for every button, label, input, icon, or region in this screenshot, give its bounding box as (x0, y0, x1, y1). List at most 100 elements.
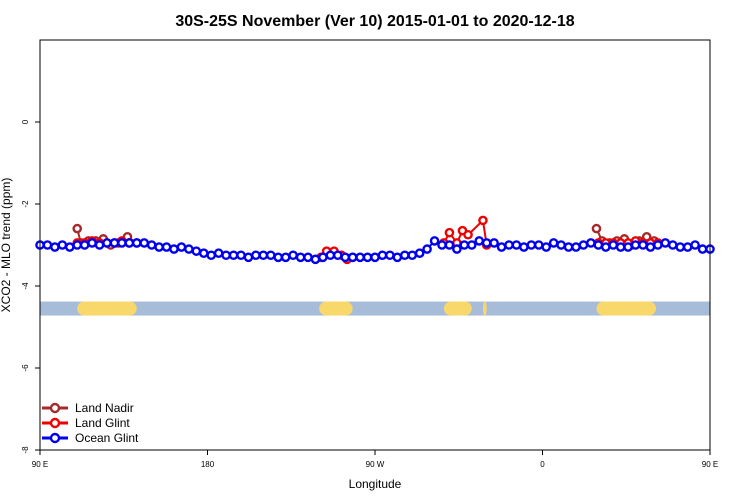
data-point (332, 250, 343, 261)
data-point (340, 252, 351, 263)
legend-marker (49, 432, 61, 444)
data-point (645, 242, 656, 252)
data-point (422, 244, 432, 254)
data-point (355, 252, 365, 263)
ocean-band (40, 301, 710, 316)
data-point (325, 250, 336, 261)
data-point (697, 244, 708, 254)
x-tick-label: 90 E (702, 460, 718, 469)
data-point (519, 242, 529, 252)
data-point (660, 238, 671, 248)
y-axis: 0 -2 -4 -6 -8 (21, 119, 40, 454)
data-point (563, 242, 574, 252)
data-point (578, 240, 589, 250)
data-point (184, 244, 194, 254)
data-point (251, 250, 261, 261)
series-layer (35, 215, 715, 265)
data-point (161, 242, 172, 252)
data-point (154, 242, 164, 252)
data-point (429, 236, 440, 246)
data-point (102, 238, 112, 248)
data-point (280, 252, 291, 263)
data-point (437, 240, 447, 250)
legend-label: Land Glint (75, 416, 130, 430)
legend-label: Ocean Glint (75, 431, 139, 445)
data-point (213, 248, 224, 258)
legend-item-ocean-glint: Ocean Glint (42, 431, 139, 445)
data-point (139, 238, 150, 248)
data-point (608, 240, 619, 250)
land-segment (596, 301, 657, 316)
legend-marker (49, 402, 61, 414)
data-point (586, 238, 596, 248)
data-point (87, 238, 97, 248)
y-tick-label: 0 (21, 119, 30, 124)
data-point (50, 242, 60, 252)
data-point (548, 238, 559, 248)
data-point (541, 242, 552, 252)
data-point (630, 240, 641, 250)
data-point (474, 236, 485, 246)
data-point (72, 223, 83, 234)
data-point (504, 240, 514, 250)
data-point (496, 242, 507, 252)
x-axis: 90 E 180 90 W 0 90 E (32, 450, 718, 469)
data-point (362, 252, 373, 263)
data-point (64, 242, 75, 252)
data-point (444, 227, 455, 238)
y-tick-label: -8 (21, 446, 30, 454)
data-point (526, 240, 537, 250)
data-point (228, 250, 239, 261)
data-point (370, 252, 380, 263)
data-point (682, 242, 693, 252)
data-point (667, 240, 678, 250)
data-point (206, 250, 217, 261)
data-point (478, 215, 488, 226)
x-tick-label: 0 (540, 460, 545, 469)
data-point (593, 240, 604, 250)
chart-title: 30S-25S November (Ver 10) 2015-01-01 to … (175, 13, 574, 30)
land-segment (443, 301, 472, 316)
y-tick-label: -4 (21, 282, 30, 290)
data-point (459, 240, 470, 250)
data-point (124, 238, 135, 248)
data-point (57, 240, 68, 250)
data-point (236, 250, 246, 261)
land-segment (482, 301, 487, 316)
data-point (571, 242, 581, 252)
data-point (265, 250, 276, 261)
data-point (444, 240, 455, 250)
data-point (463, 229, 473, 240)
data-point (288, 250, 298, 261)
data-point (615, 242, 626, 252)
series-ocean-glint (35, 236, 715, 265)
data-point (146, 240, 157, 250)
data-point (198, 248, 209, 258)
data-point (191, 246, 202, 256)
data-point (94, 240, 105, 250)
data-point (310, 254, 321, 265)
x-tick-label: 180 (201, 460, 215, 469)
data-point (176, 242, 187, 252)
data-point (489, 238, 499, 248)
data-point (273, 252, 284, 263)
data-point (392, 252, 403, 263)
data-point (407, 250, 418, 261)
y-tick-label: -6 (21, 364, 30, 372)
data-point (42, 240, 53, 250)
legend-marker (49, 417, 61, 429)
x-tick-label: 90 W (366, 460, 385, 469)
land-ocean-band (40, 301, 710, 316)
data-point (556, 240, 566, 250)
data-point (117, 238, 127, 248)
data-point (638, 240, 648, 250)
legend-item-land-glint: Land Glint (42, 416, 130, 430)
data-point (258, 250, 269, 261)
data-point (385, 250, 395, 261)
data-point (511, 240, 522, 250)
data-point (221, 250, 231, 261)
legend-item-land-nadir: Land Nadir (42, 401, 134, 415)
data-point (243, 252, 254, 263)
